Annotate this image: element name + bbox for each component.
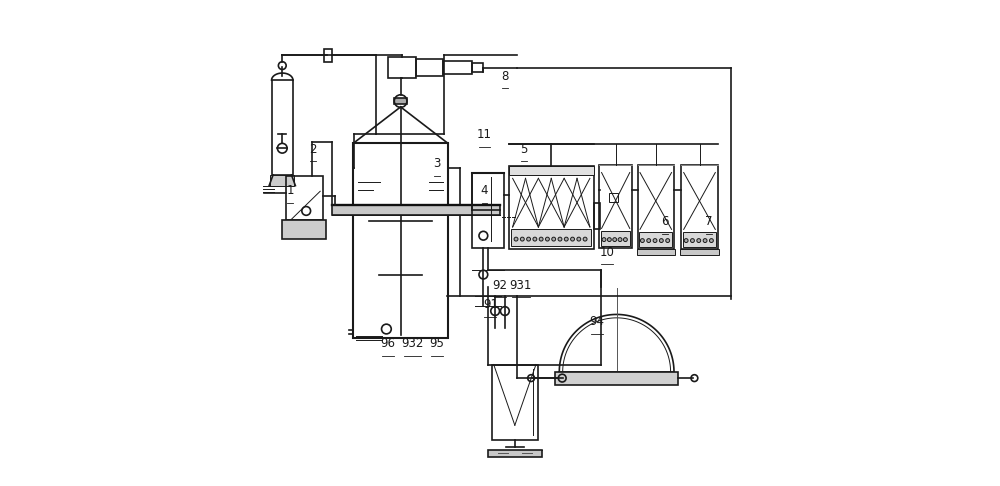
Circle shape: [539, 237, 543, 241]
Bar: [639, 232, 672, 247]
Circle shape: [514, 237, 518, 241]
Circle shape: [607, 238, 611, 242]
Text: 5: 5: [521, 142, 528, 156]
Bar: [680, 249, 719, 255]
Bar: [353, 143, 448, 338]
Circle shape: [571, 237, 574, 241]
Text: 91: 91: [483, 298, 498, 311]
Text: 94: 94: [590, 315, 605, 328]
Circle shape: [647, 239, 651, 243]
Text: 92: 92: [493, 278, 508, 292]
Text: 2: 2: [309, 142, 317, 156]
Bar: [332, 205, 500, 215]
Bar: [683, 232, 716, 247]
Circle shape: [583, 237, 587, 241]
Circle shape: [709, 239, 713, 243]
Circle shape: [558, 237, 562, 241]
Bar: [599, 165, 632, 248]
Bar: [681, 165, 718, 249]
Circle shape: [613, 238, 617, 242]
Circle shape: [684, 239, 688, 243]
Circle shape: [564, 237, 568, 241]
Text: 95: 95: [429, 337, 444, 350]
Text: 4: 4: [481, 184, 488, 197]
Bar: [472, 63, 483, 72]
Circle shape: [623, 238, 627, 242]
Bar: [472, 173, 504, 248]
Bar: [509, 166, 594, 175]
Text: 1: 1: [286, 184, 294, 197]
Text: 96: 96: [381, 337, 396, 350]
Circle shape: [640, 239, 644, 243]
Text: 7: 7: [705, 215, 713, 228]
Bar: [443, 61, 472, 74]
Text: 8: 8: [501, 69, 509, 83]
Circle shape: [602, 238, 606, 242]
Circle shape: [618, 238, 622, 242]
Circle shape: [653, 239, 657, 243]
Bar: [594, 203, 600, 229]
Circle shape: [533, 237, 537, 241]
Circle shape: [703, 239, 707, 243]
Bar: [509, 166, 594, 249]
Bar: [282, 220, 326, 239]
Bar: [555, 372, 678, 385]
Circle shape: [545, 237, 549, 241]
Text: 11: 11: [477, 128, 492, 141]
Bar: [488, 450, 542, 457]
Bar: [609, 192, 618, 203]
Circle shape: [577, 237, 581, 241]
Circle shape: [552, 237, 556, 241]
Bar: [394, 98, 407, 104]
Text: 10: 10: [599, 245, 614, 259]
Bar: [637, 249, 675, 255]
Text: 931: 931: [510, 278, 532, 292]
Bar: [270, 175, 294, 186]
Circle shape: [697, 239, 701, 243]
Bar: [511, 229, 591, 246]
Circle shape: [659, 239, 663, 243]
Circle shape: [691, 239, 694, 243]
Circle shape: [520, 237, 524, 241]
Bar: [492, 364, 538, 440]
Text: 932: 932: [401, 337, 424, 350]
Circle shape: [527, 237, 531, 241]
Bar: [638, 165, 674, 249]
Bar: [324, 49, 332, 62]
Circle shape: [666, 239, 670, 243]
Bar: [416, 59, 443, 76]
Text: 3: 3: [433, 157, 441, 170]
Bar: [286, 176, 323, 220]
Bar: [388, 57, 416, 78]
Bar: [601, 231, 630, 246]
Bar: [272, 80, 293, 175]
Text: 6: 6: [661, 215, 669, 228]
